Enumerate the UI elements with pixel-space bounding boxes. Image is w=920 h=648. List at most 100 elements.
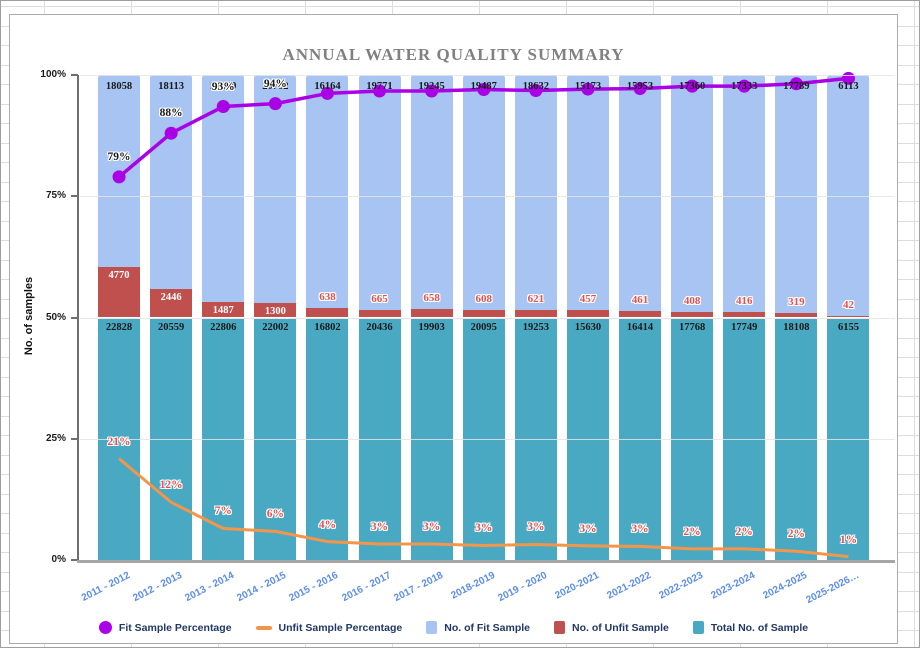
bar-segment-unfit[interactable] [254, 303, 297, 318]
y-tick-mark [71, 559, 78, 561]
fit-percentage-label: 79% [107, 150, 131, 163]
fit-percentage-point[interactable] [529, 84, 543, 98]
bar-segment-unfit[interactable] [202, 301, 245, 318]
bar-label-unfit: 1487 [212, 304, 234, 316]
bar-segment-unfit[interactable] [150, 288, 193, 318]
bar-segment-fit[interactable] [306, 75, 349, 309]
fit-percentage-point[interactable] [737, 79, 751, 93]
y-tick-label: 25% [45, 432, 66, 444]
legend-item-no-of-unfit-sample[interactable]: No. of Unfit Sample [554, 621, 669, 634]
bar-label-fit: 15953 [626, 81, 654, 92]
bar-segment-fit[interactable] [462, 75, 505, 311]
spreadsheet-row-line [1, 6, 919, 7]
bar-label-fit: 18058 [105, 81, 133, 92]
bar-label-total: 17749 [731, 321, 758, 333]
unfit-percentage-label: 2% [735, 525, 753, 538]
bar-segment-fit[interactable] [775, 75, 818, 314]
bar-label-fit: 17789 [783, 81, 810, 92]
unfit-percentage-label: 3% [423, 520, 441, 533]
bar-label-unfit: 457 [579, 293, 597, 306]
gridline [80, 196, 895, 198]
bar-segment-fit[interactable] [671, 75, 714, 312]
fit-percentage-point[interactable] [633, 82, 647, 96]
bar-segment-fit[interactable] [254, 75, 297, 304]
bar-segment-unfit[interactable] [358, 309, 401, 318]
fit-percentage-point[interactable] [216, 100, 230, 114]
legend-item-no-of-fit-sample[interactable]: No. of Fit Sample [426, 621, 530, 634]
bar-label-unfit: 638 [319, 291, 336, 304]
bar-label-fit: 19771 [366, 81, 393, 92]
fit-percentage-point[interactable] [425, 84, 439, 98]
bar-segment-fit[interactable] [150, 75, 193, 289]
fit-percentage-point[interactable] [789, 77, 803, 91]
fit-percentage-point[interactable] [581, 82, 595, 96]
unfit-percentage-label: 12% [159, 479, 183, 492]
bar-segment-unfit[interactable] [410, 309, 453, 318]
spreadsheet-column-line [914, 1, 915, 647]
y-tick-mark [71, 437, 78, 440]
bar-segment-fit[interactable] [514, 75, 557, 310]
bar-segment-unfit[interactable] [619, 310, 662, 318]
bar-segment-unfit[interactable] [514, 309, 557, 318]
bar-label-fit: 15173 [574, 81, 602, 92]
bar-segment-unfit[interactable] [566, 310, 609, 318]
fit-percentage-point[interactable] [164, 126, 178, 140]
chart-container[interactable]: ANNUAL WATER QUALITY SUMMARY No. of samp… [9, 14, 898, 644]
bar-label-fit: 6113 [838, 81, 859, 92]
bar-label-total: 20436 [366, 321, 393, 333]
legend-item-fit-sample-percentage[interactable]: Fit Sample Percentage [98, 621, 232, 634]
fit-percentage-label: 88% [159, 107, 183, 120]
legend: Fit Sample Percentage Unfit Sample Percen… [10, 621, 897, 634]
bar-label-total: 19253 [522, 321, 549, 333]
x-axis-line [77, 560, 895, 563]
unfit-percentage-label: 6% [266, 508, 284, 521]
chart-title: ANNUAL WATER QUALITY SUMMARY [282, 45, 625, 64]
bar-segment-unfit[interactable] [671, 311, 714, 318]
y-tick-label: 100% [40, 69, 66, 80]
y-tick-mark [71, 74, 78, 76]
legend-item-unfit-sample-percentage[interactable]: Unfit Sample Percentage [255, 622, 402, 634]
fit-percentage-point[interactable] [112, 170, 126, 184]
legend-label: Total No. of Sample [710, 621, 809, 634]
bar-label-fit: 19487 [470, 81, 497, 92]
bar-label-total: 15630 [574, 321, 602, 333]
unfit-percentage-label: 3% [579, 522, 597, 535]
bar-label-total: 16802 [314, 321, 341, 333]
bar-label-unfit: 665 [371, 292, 388, 305]
bar-segment-unfit[interactable] [775, 313, 818, 318]
bar-label-unfit: 42 [842, 298, 854, 311]
bar-label-total: 18108 [783, 321, 810, 333]
bar-label-unfit: 4770 [108, 269, 130, 281]
unfit-percentage-label: 4% [318, 518, 337, 531]
fit-percentage-point[interactable] [268, 97, 282, 111]
fit-percentage-point[interactable] [320, 86, 334, 100]
bar-segment-unfit[interactable] [462, 310, 505, 318]
unfit-percentage-label: 3% [475, 522, 493, 535]
gridline [80, 438, 895, 440]
bar-segment-fit[interactable] [410, 75, 453, 310]
unfit-percentage-line[interactable] [118, 457, 849, 559]
y-tick-label: 50% [45, 311, 66, 323]
bar-label-total: 22828 [105, 321, 133, 333]
bar-segment-fit[interactable] [566, 75, 609, 311]
bar-label-total: 20095 [470, 321, 497, 333]
bar-segment-unfit[interactable] [98, 266, 141, 318]
bar-segment-fit[interactable] [723, 75, 766, 312]
fit-percentage-point[interactable] [373, 84, 387, 98]
bar-label-total: 20559 [158, 321, 185, 333]
bar-segment-fit[interactable] [619, 75, 662, 311]
bar-segment-unfit[interactable] [827, 315, 870, 318]
bar-label-fit: 17333 [731, 81, 758, 92]
bar-segment-fit[interactable] [358, 75, 401, 310]
bar-segment-fit[interactable] [827, 75, 870, 316]
bar-segment-unfit[interactable] [723, 311, 766, 318]
fit-percentage-point[interactable] [685, 79, 699, 93]
bar-segment-unfit[interactable] [306, 308, 349, 318]
fit-percentage-point[interactable] [477, 83, 491, 97]
plot-area: 0% 25% 50% 75% 100% 18058 4770 22828 18113 2446 20… [10, 15, 899, 645]
legend-item-total-no-of-sample[interactable]: Total No. of Sample [692, 621, 809, 634]
unfit-percentage-label: 2% [683, 525, 701, 538]
y-tick-mark [71, 316, 78, 319]
bar-label-unfit: 608 [475, 293, 493, 306]
